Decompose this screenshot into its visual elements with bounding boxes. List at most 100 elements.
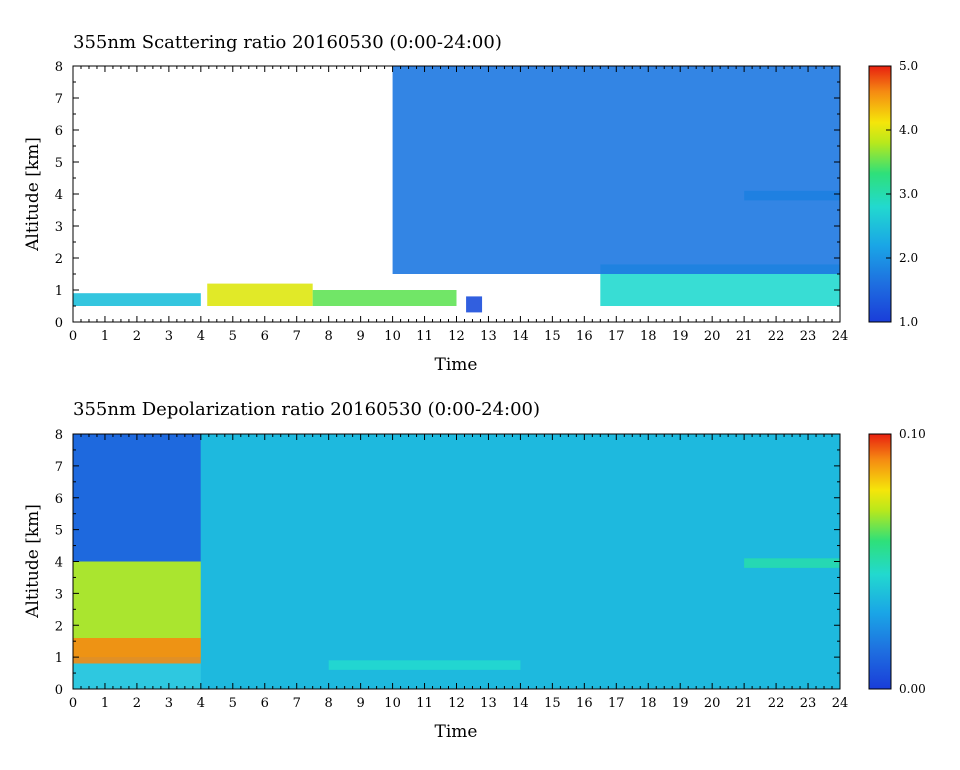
x-tick-label: 21 bbox=[736, 329, 753, 344]
x-tick-label: 7 bbox=[293, 696, 301, 711]
x-tick-label: 11 bbox=[416, 329, 433, 344]
x-tick-label: 10 bbox=[384, 696, 401, 711]
x-tick-label: 21 bbox=[736, 696, 753, 711]
colorbar-ticks: 0.00 0.10 bbox=[886, 427, 926, 696]
x-tick-label: 6 bbox=[261, 696, 269, 711]
x-axis: 0 1 2 3 4 5 6 7 8 9 10 11 12 13 14 15 16 17 18 19 20 21 22 23 24 bbox=[69, 66, 848, 344]
x-tick-label: 1 bbox=[101, 696, 109, 711]
heatmap-cell bbox=[312, 290, 457, 306]
x-tick-label: 16 bbox=[576, 696, 593, 711]
x-tick-label: 15 bbox=[544, 696, 561, 711]
heatmap-area bbox=[73, 434, 840, 689]
heatmap-cell bbox=[73, 638, 201, 664]
heatmap-cell bbox=[207, 283, 313, 306]
x-tick-label: 22 bbox=[768, 696, 785, 711]
x-tick-label: 10 bbox=[384, 329, 401, 344]
heatmap-cell bbox=[328, 660, 521, 670]
x-tick-label: 24 bbox=[832, 329, 849, 344]
x-tick-label: 12 bbox=[448, 329, 465, 344]
x-tick-label: 22 bbox=[768, 329, 785, 344]
y-tick-label: 6 bbox=[55, 492, 63, 507]
x-tick-label: 13 bbox=[480, 696, 497, 711]
colorbar-tick-label: 3.0 bbox=[899, 187, 918, 201]
heatmap-cell bbox=[466, 296, 483, 313]
heatmap-cell bbox=[73, 293, 201, 306]
y-tick-label: 2 bbox=[55, 252, 63, 267]
y-tick-label: 0 bbox=[55, 316, 63, 331]
x-tick-label: 16 bbox=[576, 329, 593, 344]
x-tick-label: 13 bbox=[480, 329, 497, 344]
colorbar bbox=[868, 433, 892, 690]
x-tick-label: 5 bbox=[229, 329, 237, 344]
x-tick-label: 15 bbox=[544, 329, 561, 344]
x-tick-label: 7 bbox=[293, 329, 301, 344]
y-tick-label: 5 bbox=[55, 156, 63, 171]
x-tick-label: 17 bbox=[608, 329, 625, 344]
y-tick-label: 3 bbox=[55, 220, 63, 235]
colorbar-tick-label: 2.0 bbox=[899, 251, 918, 265]
x-axis: 0 1 2 3 4 5 6 7 8 9 10 11 12 13 14 15 16 17 18 19 20 21 22 23 24 bbox=[69, 434, 848, 711]
y-tick-label: 1 bbox=[55, 284, 63, 299]
x-tick-label: 2 bbox=[133, 329, 141, 344]
heatmap-cell bbox=[744, 558, 840, 568]
y-axis-label: Altitude [km] bbox=[23, 137, 43, 252]
y-tick-label: 0 bbox=[55, 683, 63, 698]
x-tick-label: 3 bbox=[165, 696, 173, 711]
x-tick-label: 0 bbox=[69, 329, 77, 344]
y-tick-label: 6 bbox=[55, 124, 63, 139]
colorbar-tick-label: 0.10 bbox=[899, 427, 926, 441]
colorbar-tick-label: 1.0 bbox=[899, 315, 918, 329]
y-tick-label: 8 bbox=[55, 60, 63, 75]
x-tick-label: 5 bbox=[229, 696, 237, 711]
x-tick-label: 6 bbox=[261, 329, 269, 344]
x-tick-label: 9 bbox=[356, 329, 364, 344]
x-tick-label: 20 bbox=[704, 696, 721, 711]
x-axis-label: Time bbox=[435, 722, 478, 742]
x-tick-label: 14 bbox=[512, 696, 529, 711]
x-tick-label: 8 bbox=[325, 329, 333, 344]
x-tick-label: 12 bbox=[448, 696, 465, 711]
y-tick-label: 1 bbox=[55, 651, 63, 666]
y-tick-label: 2 bbox=[55, 619, 63, 634]
x-tick-label: 18 bbox=[640, 696, 657, 711]
y-axis: 0 1 2 3 4 5 6 7 8 bbox=[55, 60, 840, 331]
x-tick-label: 20 bbox=[704, 329, 721, 344]
y-tick-label: 8 bbox=[55, 428, 63, 443]
y-axis-label: Altitude [km] bbox=[23, 504, 43, 619]
x-tick-label: 24 bbox=[832, 696, 849, 711]
chart-title: 355nm Scattering ratio 20160530 (0:00-24… bbox=[73, 32, 502, 53]
heatmap-area bbox=[73, 66, 840, 322]
x-axis-label: Time bbox=[435, 355, 478, 375]
x-tick-label: 14 bbox=[512, 329, 529, 344]
x-tick-label: 23 bbox=[800, 329, 817, 344]
x-tick-label: 11 bbox=[416, 696, 433, 711]
x-tick-label: 3 bbox=[165, 329, 173, 344]
y-tick-label: 5 bbox=[55, 524, 63, 539]
x-tick-label: 4 bbox=[197, 329, 205, 344]
heatmap-cell bbox=[200, 434, 840, 689]
x-tick-label: 2 bbox=[133, 696, 141, 711]
y-tick-label: 4 bbox=[55, 188, 63, 203]
x-tick-label: 0 bbox=[69, 696, 77, 711]
colorbar-tick-label: 4.0 bbox=[899, 123, 918, 137]
x-tick-label: 23 bbox=[800, 696, 817, 711]
chart-title: 355nm Depolarization ratio 20160530 (0:0… bbox=[73, 399, 540, 420]
depolarization-panel: 355nm Depolarization ratio 20160530 (0:0… bbox=[23, 399, 926, 742]
x-tick-label: 1 bbox=[101, 329, 109, 344]
colorbar-tick-label: 0.00 bbox=[899, 682, 926, 696]
x-tick-label: 17 bbox=[608, 696, 625, 711]
x-tick-label: 19 bbox=[672, 329, 689, 344]
colorbar-tick-label: 5.0 bbox=[899, 59, 918, 73]
heatmap-cell bbox=[73, 434, 201, 562]
y-axis: 0 1 2 3 4 5 6 7 8 bbox=[55, 428, 840, 698]
scattering-panel: 355nm Scattering ratio 20160530 (0:00-24… bbox=[23, 32, 918, 375]
y-tick-label: 7 bbox=[55, 92, 63, 107]
x-tick-label: 8 bbox=[325, 696, 333, 711]
y-tick-label: 7 bbox=[55, 460, 63, 475]
x-tick-label: 4 bbox=[197, 696, 205, 711]
x-tick-label: 9 bbox=[356, 696, 364, 711]
colorbar-ticks: 1.0 2.0 3.0 4.0 5.0 bbox=[886, 59, 918, 329]
heatmap-cell bbox=[392, 66, 840, 274]
y-tick-label: 3 bbox=[55, 587, 63, 602]
